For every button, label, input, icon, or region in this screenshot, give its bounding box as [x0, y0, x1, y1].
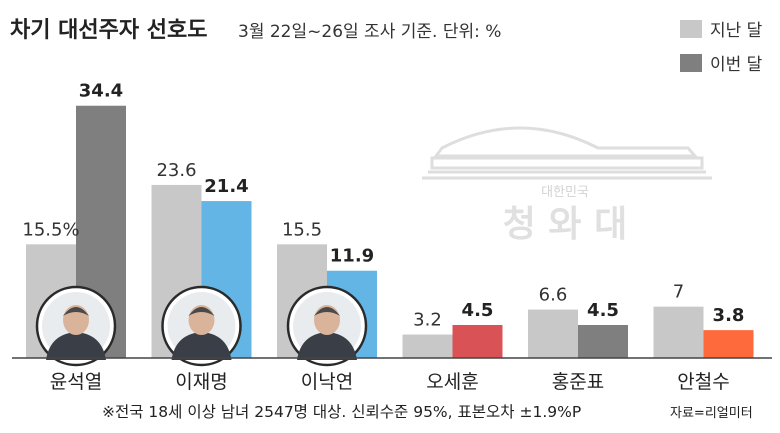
- data-label-previous-2: 15.5: [282, 219, 322, 240]
- portrait-hair-0: [63, 307, 89, 316]
- legend-item-previous: 지난 달: [680, 16, 762, 41]
- bar-current-3: [452, 325, 503, 358]
- data-label-current-2: 11.9: [330, 246, 374, 267]
- data-label-previous-0: 15.5%: [22, 219, 79, 240]
- data-label-current-4: 4.5: [587, 300, 619, 321]
- bar-previous-3: [402, 334, 453, 358]
- chart-title: 차기 대선주자 선호도: [10, 18, 208, 43]
- bar-current-4: [578, 325, 628, 358]
- portrait-body-1: [171, 332, 232, 360]
- data-label-previous-3: 3.2: [413, 310, 442, 331]
- watermark-top-text: 대한민국: [541, 185, 589, 200]
- data-label-current-3: 4.5: [462, 300, 494, 321]
- x-tick-label-5: 안철수: [677, 371, 729, 393]
- x-tick-label-3: 오세훈: [426, 371, 478, 393]
- bar-current-5: [703, 330, 754, 358]
- portrait-body-0: [46, 332, 106, 360]
- blue-house-watermark: 대한민국 청 와 대: [422, 126, 712, 245]
- x-tick-label-4: 홍준표: [552, 371, 604, 393]
- bar-previous-5: [653, 306, 704, 358]
- portrait-body-2: [297, 332, 357, 360]
- bar-previous-4: [528, 309, 578, 358]
- portrait-hair-1: [188, 307, 215, 316]
- legend-item-current: 이번 달: [680, 50, 762, 75]
- source-credit: 자료=리얼미터: [670, 406, 753, 421]
- data-label-current-1: 21.4: [204, 176, 248, 197]
- chart-subtitle: 3월 22일~26일 조사 기준. 단위: %: [238, 22, 502, 42]
- portrait-hair-2: [314, 307, 340, 316]
- legend-swatch-current: [680, 53, 702, 72]
- footnote: ※전국 18세 이상 남녀 2547명 대상. 신뢰수준 95%, 표본오차 ±…: [102, 403, 582, 421]
- x-tick-label-2: 이낙연: [301, 371, 353, 393]
- x-tick-label-0: 윤석열: [50, 371, 102, 393]
- data-label-previous-5: 7: [673, 282, 684, 303]
- data-label-current-5: 3.8: [713, 305, 745, 326]
- legend-swatch-previous: [680, 19, 702, 38]
- data-label-previous-1: 23.6: [156, 160, 196, 181]
- watermark-main-text: 청 와 대: [503, 203, 627, 245]
- data-label-previous-4: 6.6: [539, 285, 568, 306]
- legend-label-current: 이번 달: [710, 55, 763, 75]
- legend-label-previous: 지난 달: [710, 21, 763, 41]
- data-label-current-0: 34.4: [79, 81, 123, 102]
- x-tick-label-1: 이재명: [175, 371, 227, 393]
